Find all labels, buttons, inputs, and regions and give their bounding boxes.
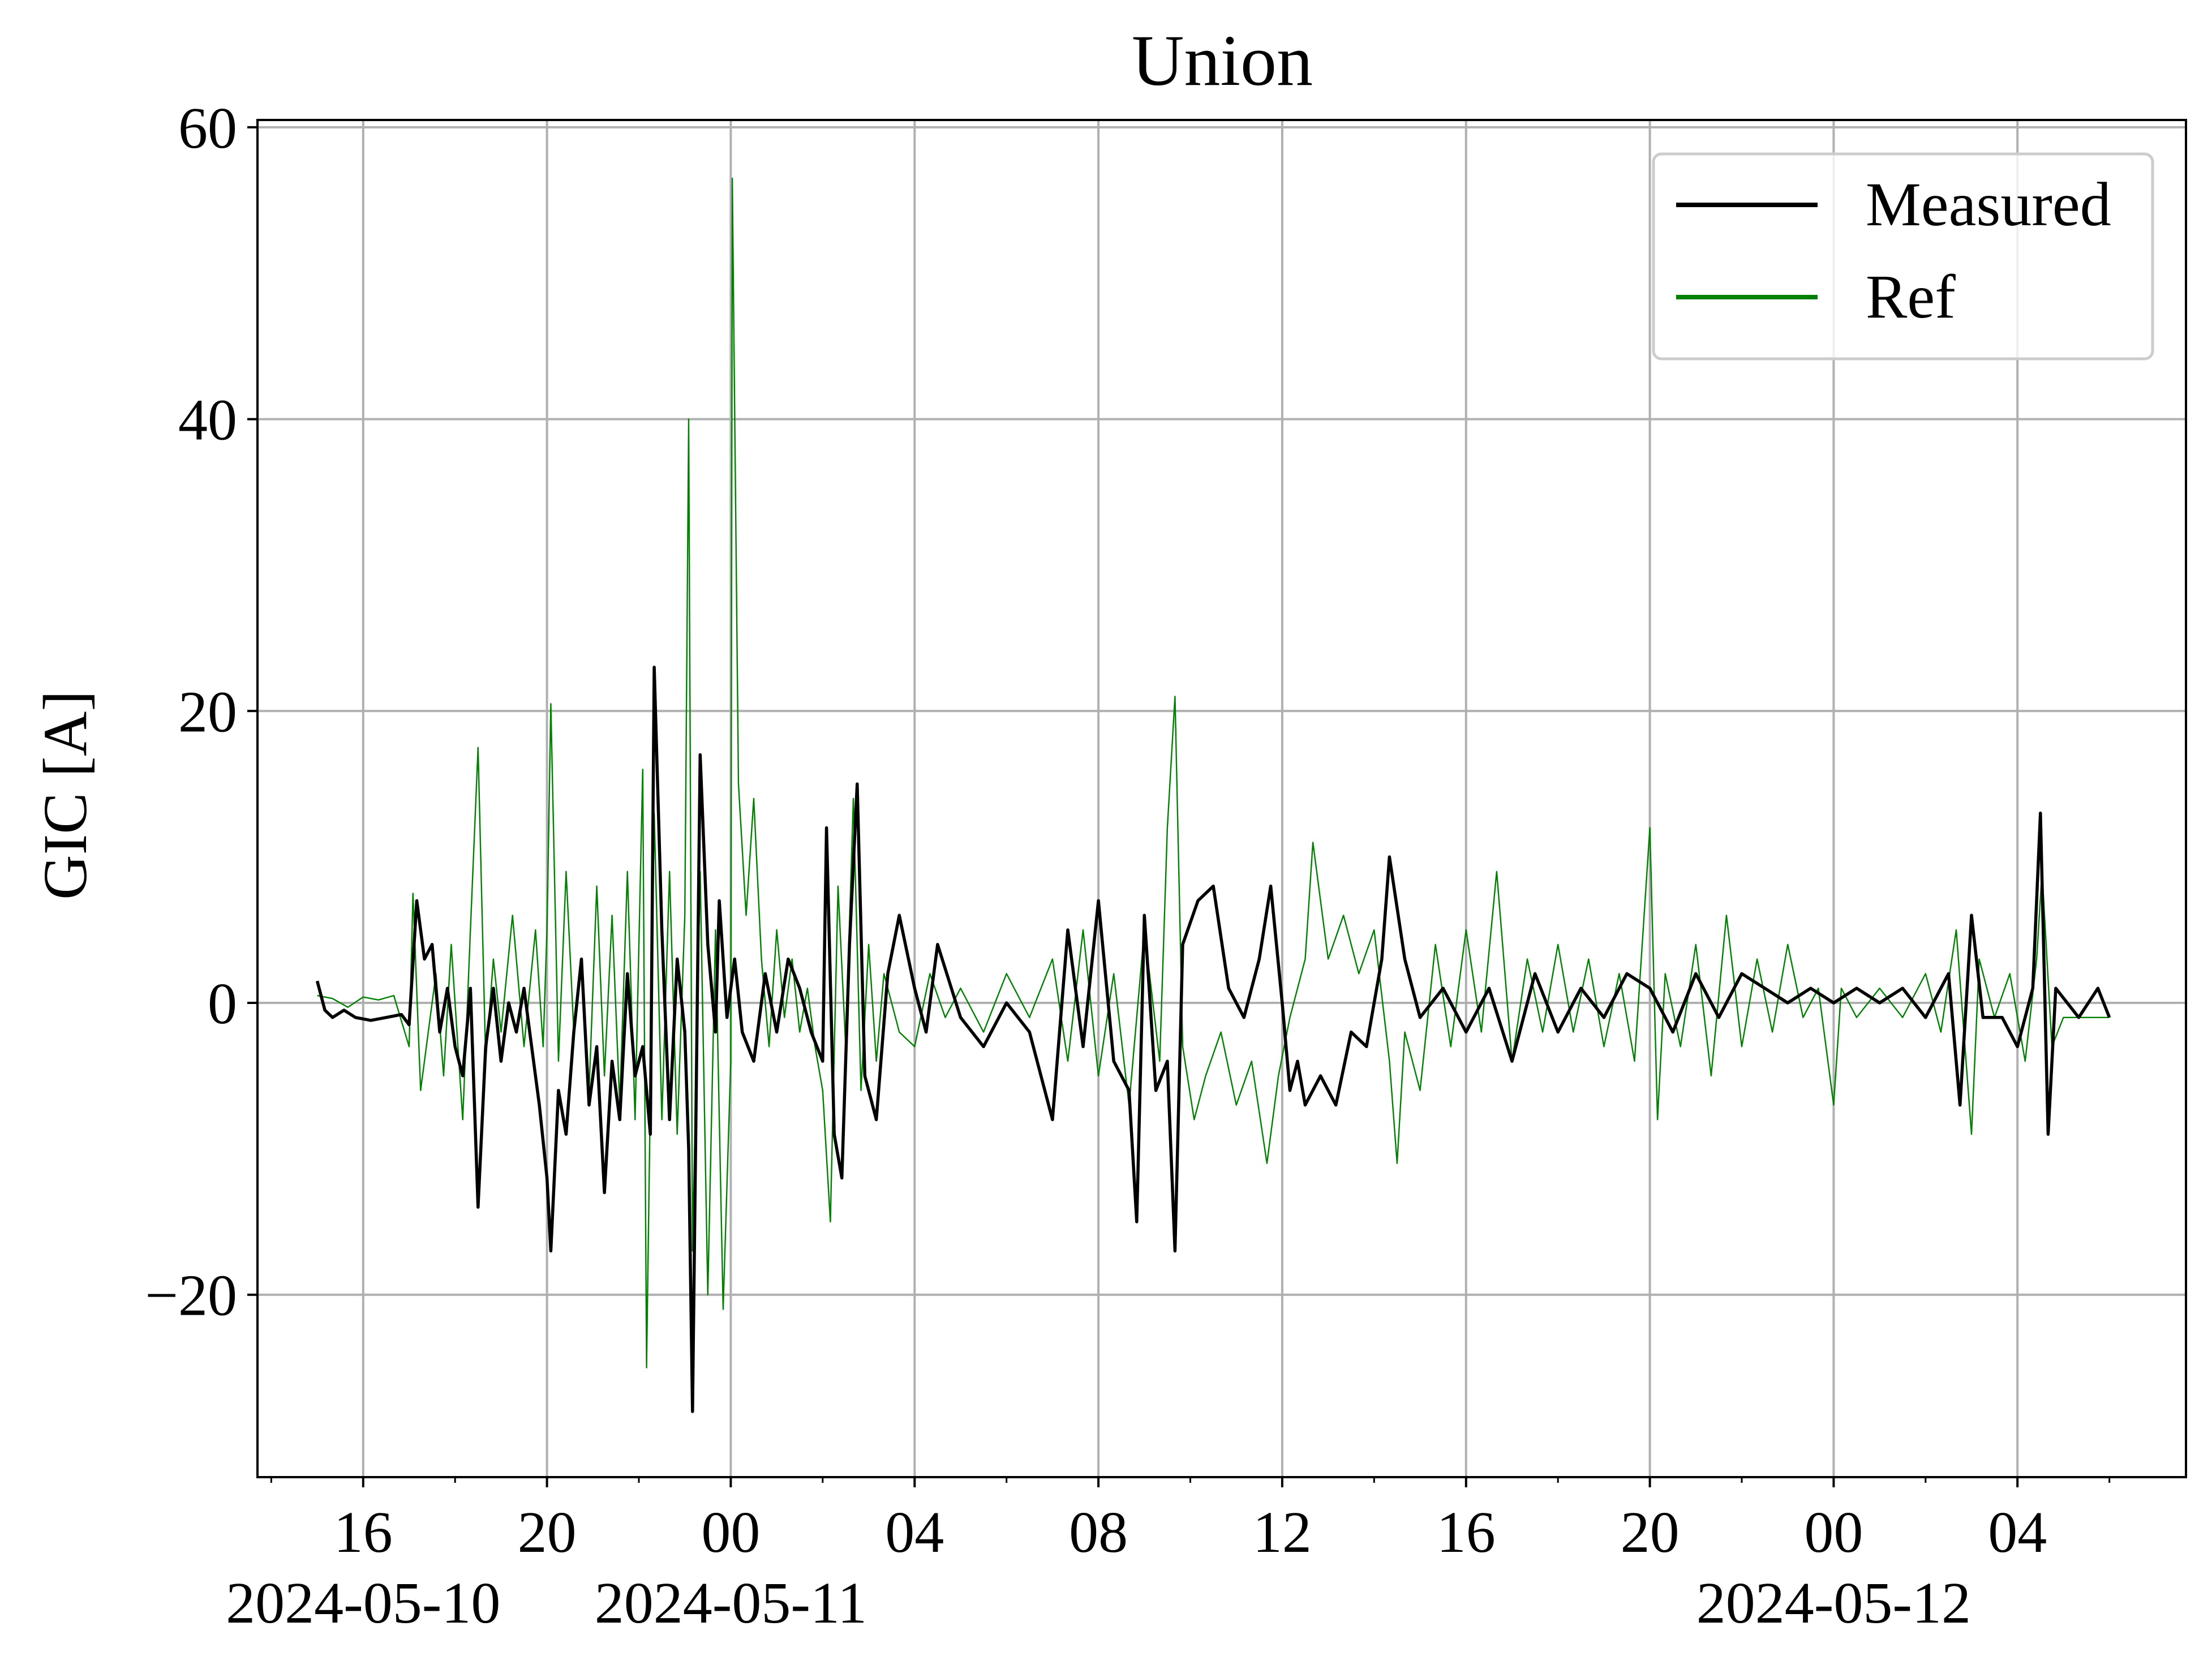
x-tick-label: 00 <box>701 1500 760 1565</box>
y-axis-label: GIC [A] <box>31 690 100 900</box>
y-tick-label: 0 <box>208 971 237 1036</box>
y-tick-label: 40 <box>178 388 237 453</box>
legend-ref-label: Ref <box>1866 262 1956 331</box>
legend-measured-label: Measured <box>1866 170 2111 239</box>
x-tick-label: 00 <box>1804 1500 1863 1565</box>
x-date-label: 2024-05-10 <box>226 1571 500 1636</box>
x-date-label: 2024-05-12 <box>1696 1571 1971 1636</box>
grid-lines <box>257 120 2186 1477</box>
x-tick-label: 20 <box>518 1500 577 1565</box>
x-tick-label: 12 <box>1253 1500 1312 1565</box>
legend: Measured Ref <box>1652 152 2154 361</box>
series-lines <box>315 177 2111 1413</box>
y-tick-label: −20 <box>145 1263 237 1328</box>
series-line-measured <box>315 666 2111 1413</box>
chart-title: Union <box>1132 20 1313 101</box>
x-tick-label: 16 <box>1437 1500 1496 1565</box>
x-tick-label: 16 <box>334 1500 393 1565</box>
x-tick-label: 20 <box>1621 1500 1680 1565</box>
x-tick-label: 08 <box>1069 1500 1128 1565</box>
plot-frame <box>256 119 2187 1478</box>
x-tick-label: 04 <box>885 1500 944 1565</box>
series-line-ref <box>317 177 2110 1368</box>
y-tick-label: 20 <box>178 679 237 744</box>
y-tick-label: 60 <box>178 96 237 161</box>
x-tick-label: 04 <box>1988 1500 2047 1565</box>
x-date-label: 2024-05-11 <box>595 1571 867 1636</box>
